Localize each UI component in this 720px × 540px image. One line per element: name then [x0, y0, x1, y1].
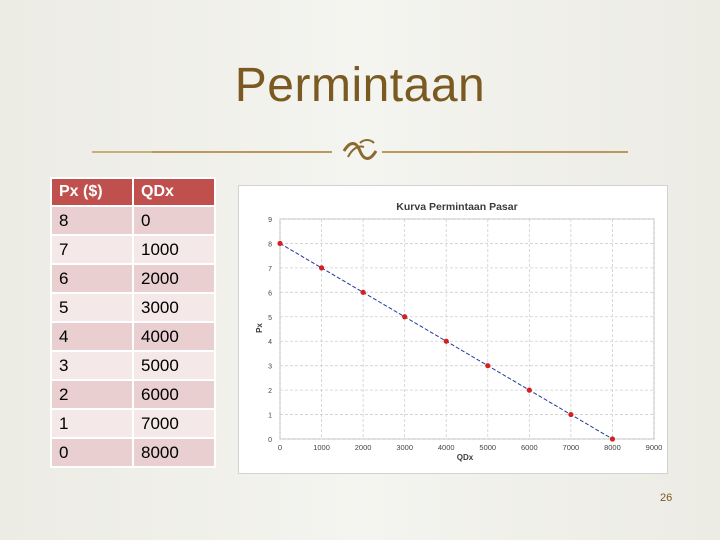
data-point [609, 436, 616, 442]
table-cell-quantity: 1000 [132, 234, 216, 265]
table-cell-quantity: 2000 [132, 263, 216, 294]
y-tick-label: 7 [268, 266, 272, 273]
chart-x-axis-label: QDx [457, 453, 474, 462]
page-number: 26 [660, 492, 673, 504]
demand-chart-frame: 0 1000 2000 3000 4000 5000 6000 7000 8000 9000 0 1 2… [238, 185, 668, 474]
table-row: 7 1000 [50, 234, 216, 265]
chart-series [277, 240, 616, 442]
demand-chart: 0 1000 2000 3000 4000 5000 6000 7000 8000 9000 0 1 2… [239, 186, 667, 473]
data-point [485, 363, 491, 369]
x-tick-label: 1000 [313, 443, 330, 452]
chart-title: Kurva Permintaan Pasar [396, 201, 517, 213]
y-tick-label: 6 [268, 290, 272, 297]
table-row: 8 0 [50, 205, 216, 236]
table-cell-quantity: 8000 [132, 437, 216, 468]
data-point [402, 314, 408, 320]
table-cell-quantity: 7000 [132, 408, 216, 439]
chart-y-axis-label: Px [255, 323, 264, 333]
curly-divider-icon [340, 137, 380, 170]
x-tick-label: 2000 [355, 443, 372, 452]
table-cell-price: 6 [50, 263, 134, 294]
table-row: 2 6000 [50, 379, 216, 410]
x-tick-label: 4000 [438, 443, 455, 452]
table-cell-quantity: 5000 [132, 350, 216, 381]
y-tick-label: 4 [268, 339, 272, 346]
chart-tick-labels: 0 1000 2000 3000 4000 5000 6000 7000 8000 9000 0 1 2… [268, 217, 662, 452]
x-tick-label: 8000 [604, 443, 621, 452]
table-cell-price: 1 [50, 408, 134, 439]
y-tick-label: 0 [268, 437, 272, 444]
data-point [318, 265, 325, 271]
table-header-price: Px ($) [50, 177, 134, 207]
table-row: 1 7000 [50, 408, 216, 439]
table-row: 6 2000 [50, 263, 216, 294]
data-point [360, 289, 366, 295]
table-cell-price: 0 [50, 437, 134, 468]
table-row: 5 3000 [50, 292, 216, 323]
table-row: 3 5000 [50, 350, 216, 381]
table-row: 4 4000 [50, 321, 216, 352]
title-divider-left [92, 151, 332, 153]
data-point [443, 338, 449, 344]
y-tick-label: 9 [268, 217, 272, 224]
table-cell-price: 7 [50, 234, 134, 265]
table-row: 0 8000 [50, 437, 216, 468]
y-tick-label: 8 [268, 241, 272, 248]
x-tick-label: 0 [278, 443, 282, 452]
table-cell-price: 8 [50, 205, 134, 236]
data-point [526, 387, 532, 393]
y-tick-label: 1 [268, 413, 272, 420]
table-cell-price: 3 [50, 350, 134, 381]
table-cell-quantity: 3000 [132, 292, 216, 323]
table-cell-quantity: 0 [132, 205, 216, 236]
table-cell-price: 2 [50, 379, 134, 410]
table-cell-quantity: 6000 [132, 379, 216, 410]
slide-title: Permintaan [234, 59, 486, 112]
y-tick-label: 2 [268, 388, 272, 395]
x-tick-label: 7000 [563, 443, 580, 452]
table-cell-price: 4 [50, 321, 134, 352]
x-tick-label: 9000 [646, 443, 663, 452]
table-cell-price: 5 [50, 292, 134, 323]
table-header-quantity: QDx [132, 177, 216, 207]
table-header-row: Px ($) QDx [50, 177, 216, 207]
y-tick-label: 3 [268, 364, 272, 371]
data-point [277, 240, 283, 247]
x-tick-label: 3000 [396, 443, 413, 452]
data-point [568, 411, 574, 418]
x-tick-label: 5000 [479, 443, 496, 452]
y-tick-label: 5 [268, 315, 272, 322]
plot-area [279, 218, 655, 440]
demand-table: Px ($) QDx 8 0 7 1000 6 2000 5 3000 4 40… [50, 177, 216, 468]
title-divider-left-accent [92, 151, 152, 153]
title-divider-right [382, 151, 628, 153]
x-tick-label: 6000 [521, 443, 538, 452]
chart-grid [279, 218, 655, 440]
table-cell-quantity: 4000 [132, 321, 216, 352]
